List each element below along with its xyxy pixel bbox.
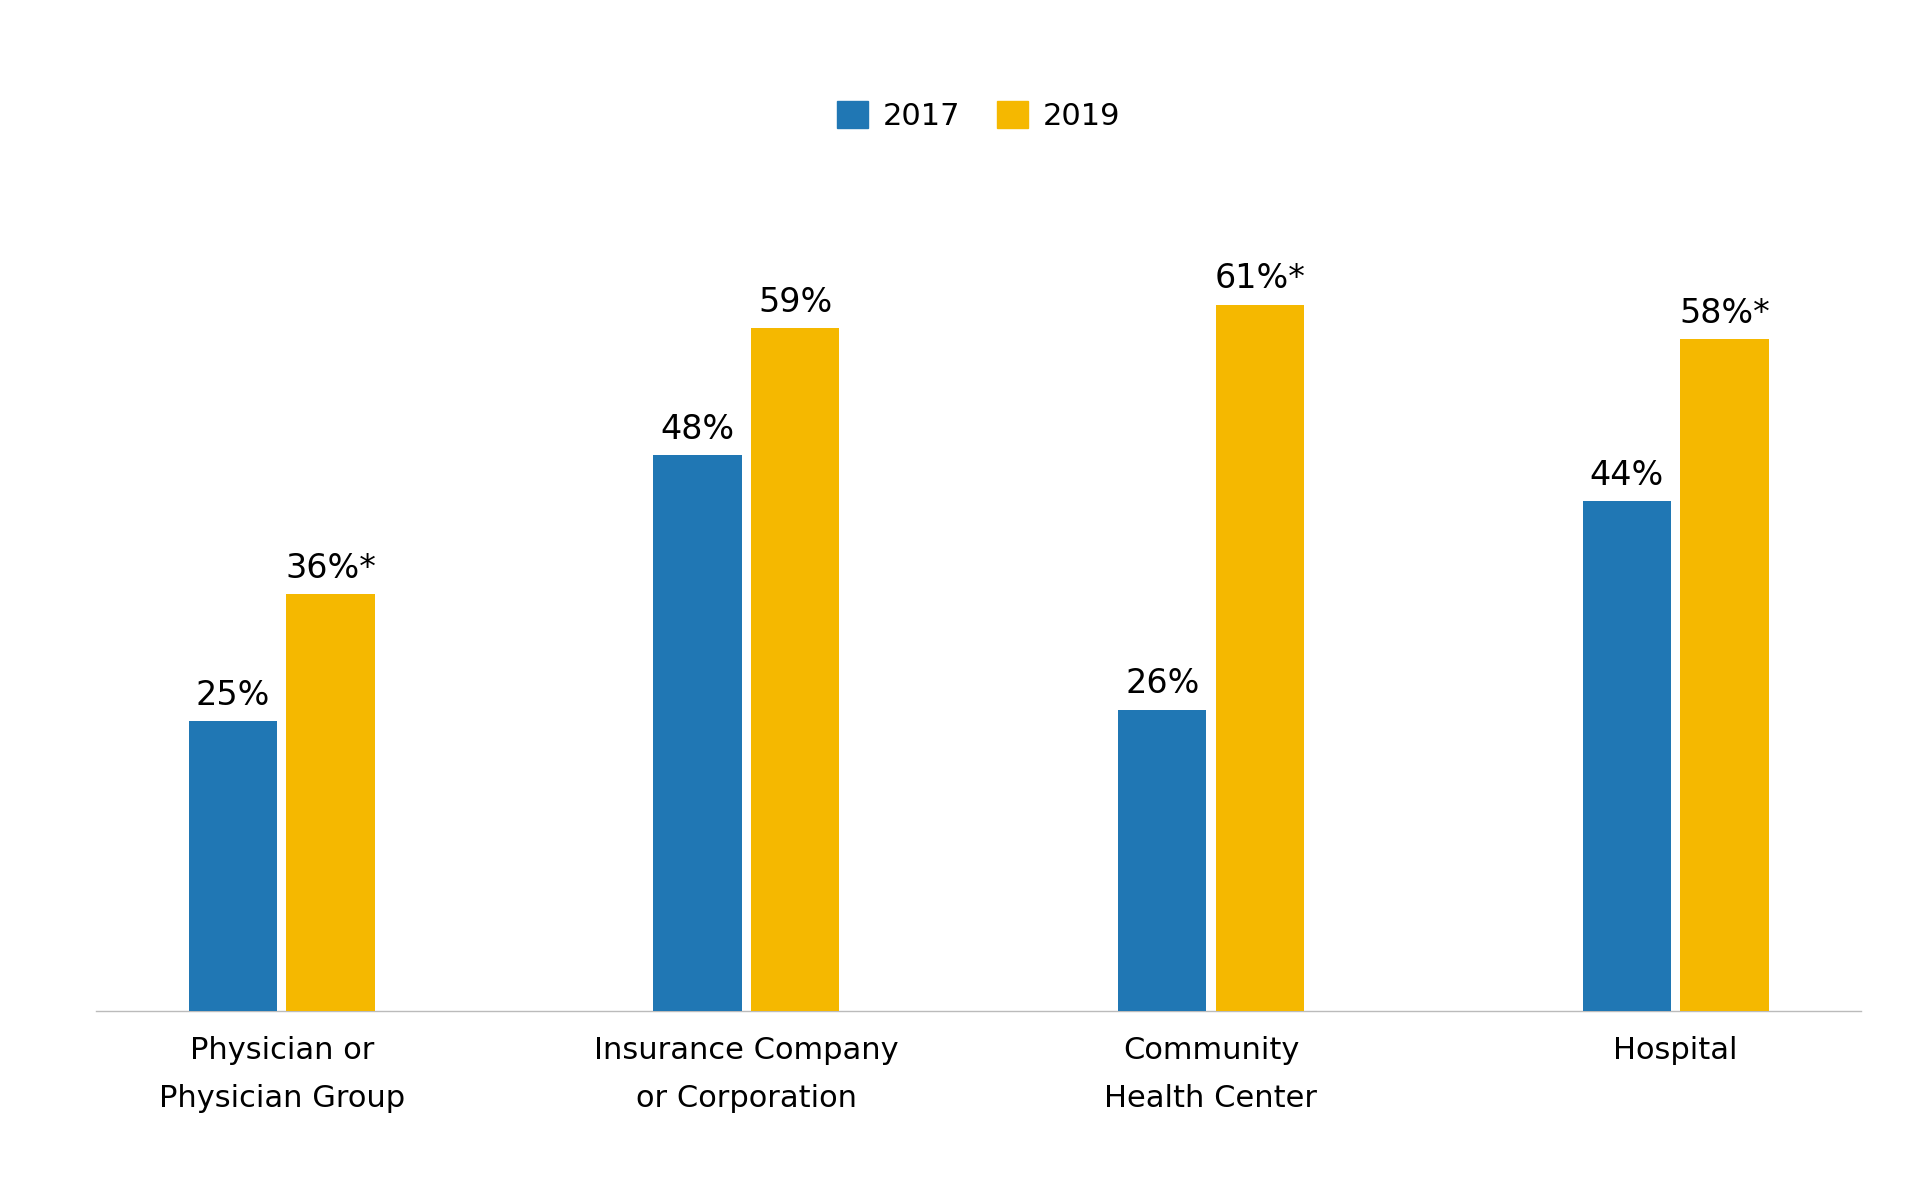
Text: 59%: 59% xyxy=(758,285,833,319)
Legend: 2017, 2019: 2017, 2019 xyxy=(825,88,1132,143)
Text: 26%: 26% xyxy=(1125,667,1199,700)
Text: 36%*: 36%* xyxy=(286,552,376,585)
Bar xyxy=(750,328,839,1011)
Bar xyxy=(286,594,374,1011)
Text: 25%: 25% xyxy=(196,679,271,712)
Bar xyxy=(1583,502,1671,1011)
Bar xyxy=(1119,710,1207,1011)
Bar xyxy=(1215,304,1303,1011)
Text: 48%: 48% xyxy=(660,413,735,446)
Bar xyxy=(654,455,743,1011)
Text: 61%*: 61%* xyxy=(1215,263,1305,295)
Text: 44%: 44% xyxy=(1589,459,1664,492)
Bar xyxy=(1681,339,1769,1011)
Bar xyxy=(188,722,276,1011)
Text: 58%*: 58%* xyxy=(1679,297,1769,331)
